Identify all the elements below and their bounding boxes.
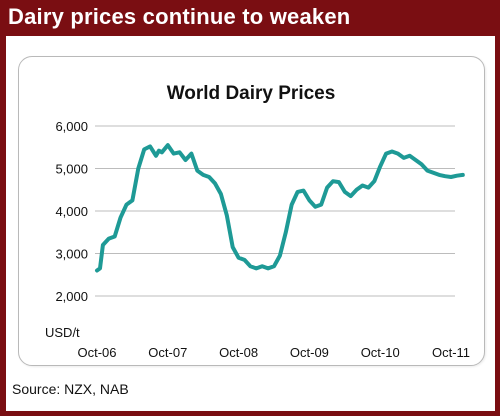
y-axis-tick-labels: 6,000 5,000 4,000 3,000 2,000 <box>55 119 88 304</box>
y-tick-label: 5,000 <box>55 162 88 177</box>
series-layer <box>95 143 465 273</box>
x-tick-label: Oct-10 <box>361 345 400 360</box>
y-tick-label: 6,000 <box>55 119 88 134</box>
page-title: Dairy prices continue to weaken <box>8 4 351 29</box>
x-tick-label: Oct-09 <box>290 345 329 360</box>
y-axis-unit-label: USD/t <box>45 325 80 340</box>
line-chart: World Dairy Prices 6,000 5,000 4,000 3,000 2… <box>45 83 470 360</box>
x-axis-tick-labels: Oct-06 Oct-07 Oct-08 Oct-09 Oct-10 Oct-11 <box>77 345 470 360</box>
y-tick-label: 4,000 <box>55 204 88 219</box>
content-panel: World Dairy Prices 6,000 5,000 4,000 3,000 2… <box>6 36 495 411</box>
chart-title: World Dairy Prices <box>167 83 336 104</box>
series-line <box>95 143 465 273</box>
chart-container: World Dairy Prices 6,000 5,000 4,000 3,000 2… <box>18 56 485 366</box>
y-tick-label: 3,000 <box>55 247 88 262</box>
x-tick-label: Oct-08 <box>219 345 258 360</box>
x-tick-label: Oct-11 <box>432 345 470 360</box>
y-tick-label: 2,000 <box>55 289 88 304</box>
header-bar: Dairy prices continue to weaken <box>0 0 500 36</box>
x-tick-label: Oct-07 <box>148 345 187 360</box>
source-note: Source: NZX, NAB <box>12 381 129 397</box>
grid-lines <box>95 125 455 297</box>
x-tick-label: Oct-06 <box>77 345 116 360</box>
